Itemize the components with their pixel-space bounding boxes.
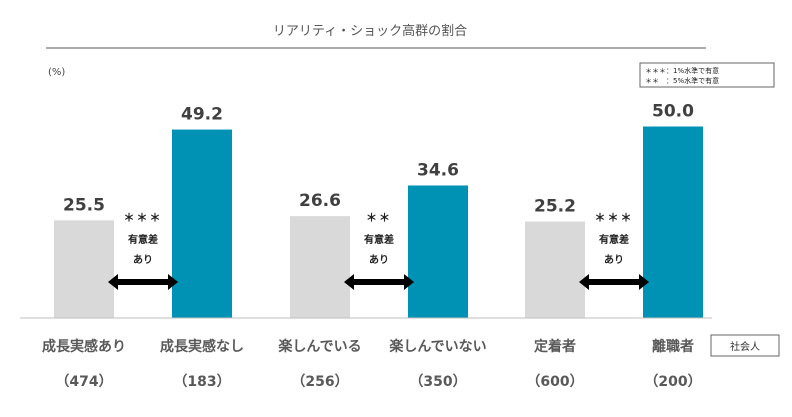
bar — [54, 220, 114, 318]
significance-text: あり — [369, 253, 389, 266]
bar — [290, 216, 350, 318]
sample-size-label: （474） — [55, 374, 112, 390]
significance-text: 有意差 — [599, 233, 629, 246]
sample-size-label: （350） — [409, 374, 466, 390]
y-unit-label: (%) — [48, 67, 65, 78]
category-label: 成長実感あり — [42, 338, 126, 355]
badge: 社会人 — [710, 334, 780, 357]
chart-title: リアリティ・ショック高群の割合 — [273, 23, 467, 39]
bar — [643, 126, 703, 318]
category-label: 楽しんでいる — [277, 338, 361, 355]
bar-value-label: 34.6 — [417, 160, 459, 180]
legend-line-2: ＊＊ ：5%水準で有意 — [645, 76, 719, 85]
category-label: 成長実感なし — [160, 338, 244, 355]
category-label: 定着者 — [534, 338, 576, 355]
significance-text: あり — [133, 253, 153, 266]
significance-stars: ＊＊＊ — [124, 211, 163, 224]
double-arrow-icon — [579, 274, 649, 290]
significance-text: あり — [604, 253, 624, 266]
sample-size-label: （183） — [173, 374, 230, 390]
badge-label: 社会人 — [730, 340, 760, 353]
bar-value-label: 49.2 — [181, 105, 223, 125]
bar — [525, 221, 585, 318]
sample-size-label: （200） — [644, 374, 701, 390]
category-labels-group: 成長実感あり （474） 成長実感なし （183） 楽しんでいる （256） 楽しんでいない… — [42, 338, 702, 390]
category-label: 楽しんでいない — [388, 338, 486, 355]
bar-value-label: 25.5 — [63, 195, 105, 215]
double-arrow-icon — [344, 274, 414, 290]
sample-size-label: （256） — [291, 374, 348, 390]
category-label: 離職者 — [652, 338, 694, 355]
bar-value-label: 50.0 — [652, 102, 694, 122]
bar-value-label: 25.2 — [534, 196, 576, 216]
bar — [172, 129, 232, 318]
legend-line-1: ＊＊＊：1%水準で有意 — [645, 66, 719, 75]
significance-text: 有意差 — [364, 233, 394, 246]
bars-group — [54, 126, 703, 318]
bar — [408, 185, 468, 318]
legend-box: ＊＊＊：1%水準で有意 ＊＊ ：5%水準で有意 — [639, 62, 775, 88]
significance-stars: ＊＊＊ — [595, 211, 634, 224]
significance-stars: ＊＊ — [366, 211, 392, 224]
bar-value-label: 26.6 — [299, 191, 341, 211]
double-arrow-icon — [108, 274, 178, 290]
sample-size-label: （600） — [526, 374, 583, 390]
significance-text: 有意差 — [128, 233, 158, 246]
value-labels-group: 25.5 49.2 26.6 34.6 25.2 50.0 — [63, 102, 694, 217]
